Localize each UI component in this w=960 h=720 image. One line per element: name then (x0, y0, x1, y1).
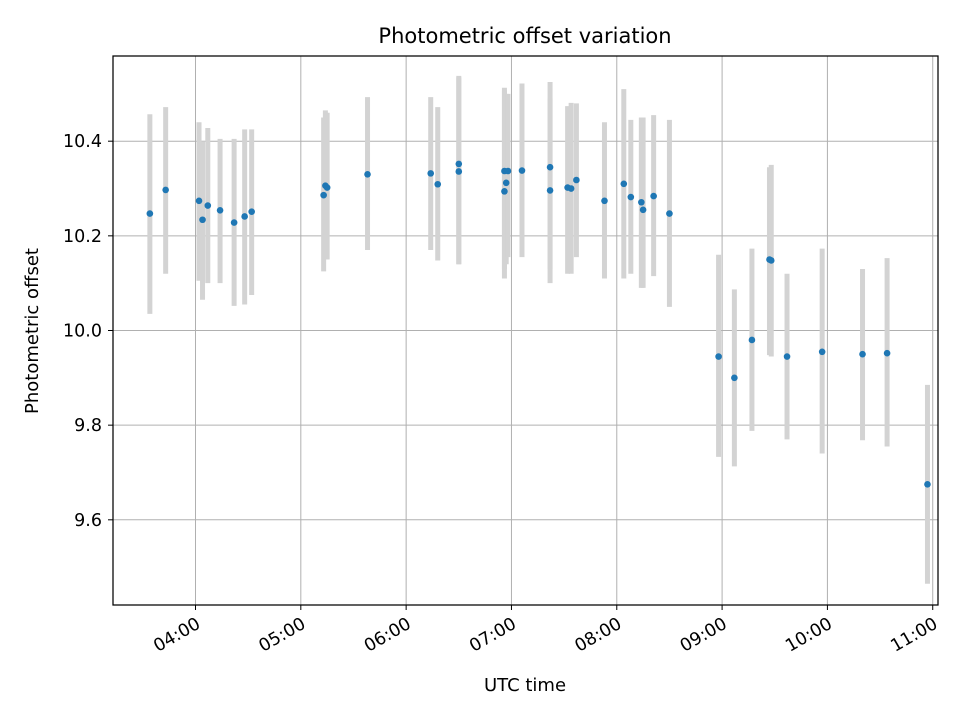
data-point (883, 349, 891, 357)
chart-title: Photometric offset variation (378, 24, 671, 48)
error-bars (147, 75, 930, 584)
x-tick-label: 09:00 (677, 614, 731, 657)
x-axis-label: UTC time (484, 675, 566, 696)
data-point (199, 216, 206, 224)
data-point (573, 176, 580, 184)
data-point (146, 210, 154, 217)
data-point (601, 197, 608, 205)
data-point (666, 210, 673, 217)
data-point (650, 192, 657, 200)
data-points (146, 160, 931, 488)
data-point (567, 185, 575, 192)
data-point (546, 163, 554, 171)
data-point (748, 336, 756, 344)
y-tick-label: 10.0 (63, 322, 102, 342)
y-tick-label: 10.4 (63, 132, 102, 152)
data-point (323, 184, 331, 191)
x-tick-label: 07:00 (466, 614, 520, 657)
y-tick-label: 9.8 (74, 416, 102, 436)
data-point (546, 187, 554, 194)
y-axis-label: Photometric offset (22, 248, 43, 414)
data-point (502, 179, 510, 187)
data-point (216, 206, 224, 214)
x-tick-label: 05:00 (256, 614, 310, 657)
data-point (320, 191, 327, 199)
data-point (248, 208, 255, 216)
data-point (434, 180, 442, 188)
data-point (518, 167, 526, 174)
data-point (767, 257, 775, 264)
y-tick-label: 10.2 (63, 227, 102, 247)
data-point (501, 188, 508, 195)
data-point (783, 353, 791, 360)
data-point (455, 168, 463, 175)
data-point (504, 167, 512, 175)
data-point (230, 219, 238, 226)
x-tick-label: 04:00 (150, 614, 204, 657)
data-point (204, 202, 212, 209)
data-point (818, 348, 826, 356)
x-tick-label: 10:00 (782, 614, 836, 657)
data-point (241, 213, 248, 220)
data-point (427, 170, 435, 177)
x-tick-label: 08:00 (572, 614, 626, 657)
grid (113, 56, 938, 605)
y-tick-label: 9.6 (74, 511, 102, 531)
data-point (715, 353, 722, 360)
data-point (620, 180, 628, 188)
data-point (364, 171, 371, 178)
data-point (639, 206, 647, 214)
data-point (162, 186, 169, 194)
data-point (731, 374, 738, 382)
data-point (638, 198, 645, 206)
data-point (455, 160, 463, 168)
data-point (627, 193, 635, 201)
data-point (859, 350, 866, 358)
data-point (924, 481, 931, 488)
x-tick-label: 11:00 (888, 614, 942, 657)
x-tick-label: 06:00 (361, 614, 415, 657)
data-point (195, 197, 203, 205)
